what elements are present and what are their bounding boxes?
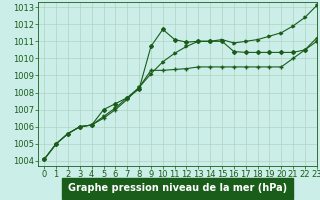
X-axis label: Graphe pression niveau de la mer (hPa): Graphe pression niveau de la mer (hPa) [68, 183, 287, 193]
